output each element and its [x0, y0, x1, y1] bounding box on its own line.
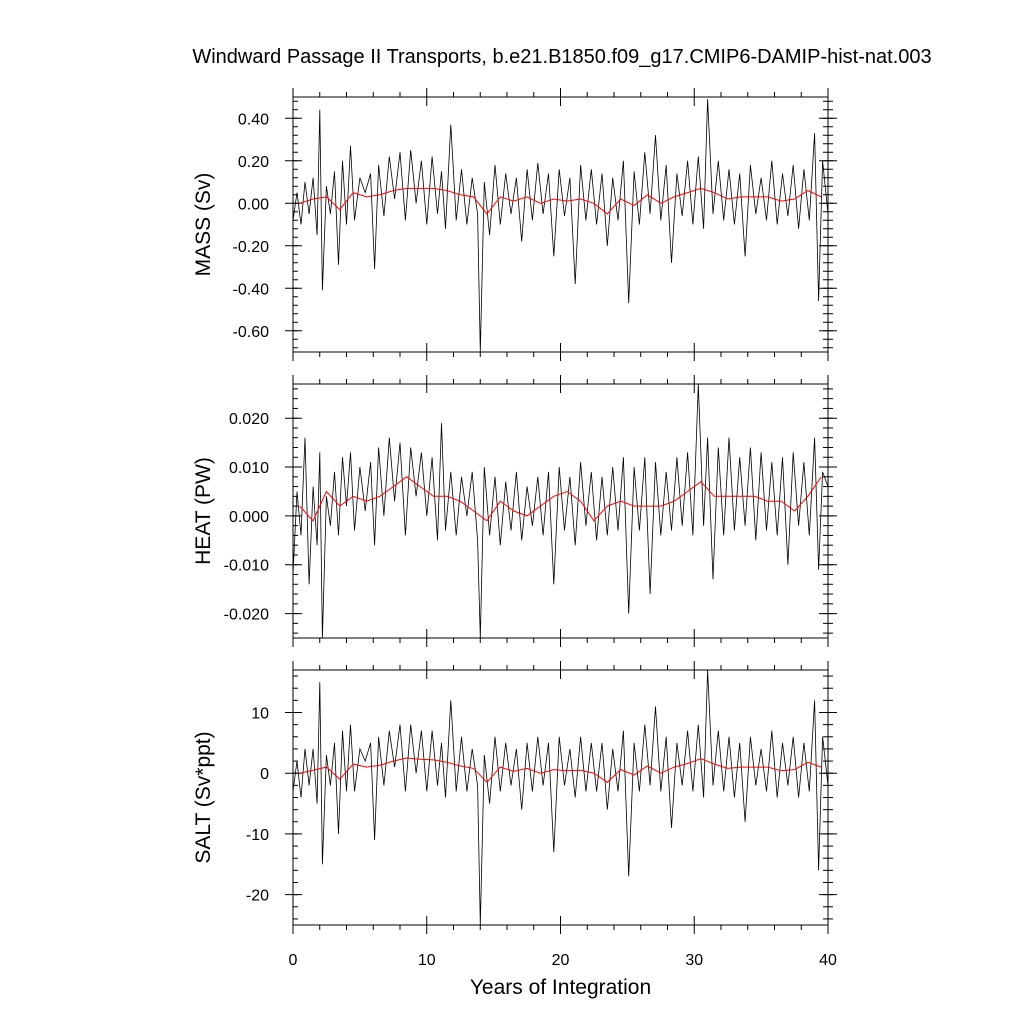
y-tick-label: 0.20 — [238, 154, 269, 171]
x-tick-label: 20 — [552, 952, 570, 969]
y-tick-label: 0.000 — [229, 509, 269, 526]
y-tick-label: 0.010 — [229, 460, 269, 477]
y-tick-label: 0.020 — [229, 411, 269, 428]
y-tick-label: -20 — [246, 888, 269, 905]
y-tick-label: -0.60 — [233, 324, 270, 341]
x-axis-label: Years of Integration — [469, 976, 652, 999]
y-axis-label-1: MASS (Sv) — [192, 173, 215, 277]
y-tick-label: -0.40 — [233, 281, 270, 298]
chart-title: Windward Passage II Transports, b.e21.B1… — [192, 46, 932, 68]
smoothed-transport-series — [299, 476, 822, 522]
x-tick-label: 30 — [685, 952, 703, 969]
x-tick-label: 0 — [289, 952, 298, 969]
smoothed-transport-series — [299, 757, 822, 784]
raw-transport-series — [293, 99, 828, 352]
y-tick-label: 0 — [260, 766, 269, 783]
plot-frame-3 — [292, 669, 829, 926]
raw-transport-series — [293, 670, 828, 925]
y-tick-label: 10 — [251, 706, 269, 723]
x-tick-label: 40 — [819, 952, 837, 969]
y-axis-label-3: SALT (Sv*ppt) — [192, 731, 215, 863]
y-tick-label: -0.010 — [224, 558, 269, 575]
y-tick-label: -0.020 — [224, 607, 269, 624]
y-tick-label: 0.00 — [238, 196, 269, 213]
y-tick-label: -10 — [246, 827, 269, 844]
raw-transport-series — [293, 384, 828, 638]
x-tick-label: 10 — [418, 952, 436, 969]
smoothed-transport-series — [299, 187, 822, 215]
y-tick-label: -0.20 — [233, 239, 270, 256]
plot-frame-1 — [292, 96, 829, 353]
y-tick-label: 0.40 — [238, 111, 269, 128]
y-axis-label-2: HEAT (PW) — [192, 457, 215, 565]
